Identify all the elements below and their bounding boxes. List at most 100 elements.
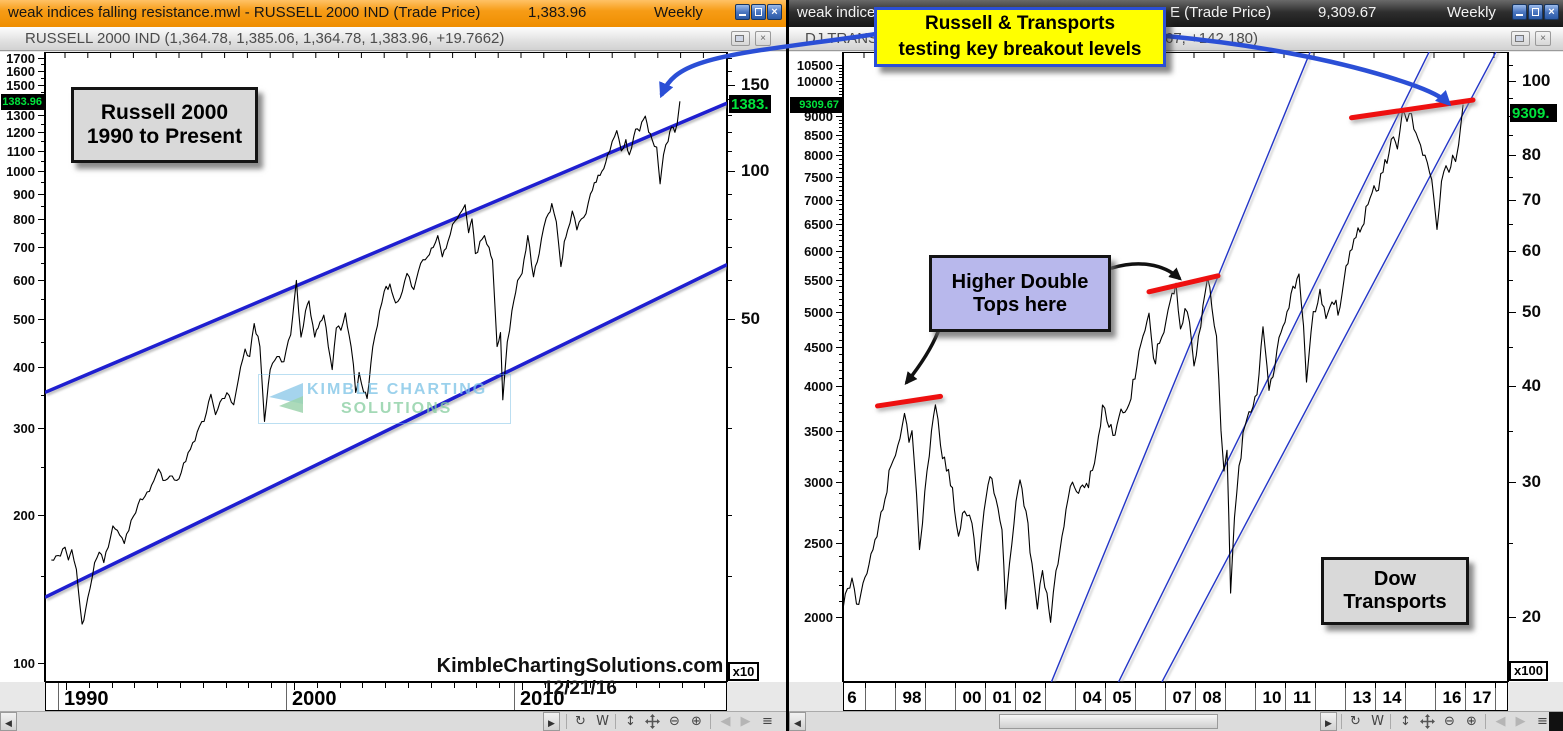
date-divider <box>1105 683 1106 710</box>
resistance-red-line[interactable] <box>875 393 943 409</box>
major-tick <box>836 543 842 544</box>
date-divider <box>865 683 866 710</box>
left-date-axis[interactable]: 1990 2000 2010 <box>45 682 727 711</box>
close-chart-button[interactable]: × <box>1535 31 1551 46</box>
maximize-icon <box>1532 8 1539 16</box>
date-divider <box>1495 683 1496 710</box>
major-tick <box>38 132 44 133</box>
scrollbar-thumb[interactable] <box>999 714 1218 729</box>
next-button[interactable]: ▶ <box>1515 714 1526 729</box>
date-tick <box>431 683 432 688</box>
y-axis-label: 300 <box>13 421 35 436</box>
periodicity-weekly-button[interactable]: W <box>1371 714 1384 729</box>
scroll-left-button[interactable]: ◀ <box>789 712 806 731</box>
minimize-button[interactable] <box>1512 4 1527 20</box>
minor-tick <box>839 530 842 531</box>
minor-tick <box>839 181 842 182</box>
date-tick <box>545 683 546 688</box>
trend-channel-line[interactable] <box>45 101 727 395</box>
right-scrollbar[interactable]: ◀ ▶ ↻ W ↕ ⊖ ⊕ ◀ ▶ ≡ <box>789 711 1563 731</box>
close-button[interactable]: × <box>1544 4 1559 20</box>
refresh-button[interactable]: ↻ <box>575 714 586 729</box>
right-date-axis[interactable]: 6 98 00 01 02 04 05 07 08 10 11 13 14 16 17 <box>843 682 1508 711</box>
zoom-in-button[interactable]: ⊕ <box>691 714 702 729</box>
date-label: 01 <box>992 688 1012 707</box>
date-divider <box>1225 683 1226 710</box>
date-divider <box>1375 683 1376 710</box>
right-price-axis-right[interactable]: 1009080706050403020 <box>1508 52 1563 682</box>
pan-chart-button[interactable] <box>1417 712 1438 731</box>
minimize-button[interactable] <box>735 4 750 20</box>
zoom-out-button[interactable]: ⊖ <box>1444 714 1455 729</box>
maximize-button[interactable] <box>751 4 766 20</box>
chart-list-button[interactable]: ≡ <box>762 714 773 729</box>
scroll-right-button[interactable]: ▶ <box>1320 712 1337 731</box>
resistance-red-line[interactable] <box>1349 97 1476 121</box>
next-button[interactable]: ▶ <box>740 714 751 729</box>
vertical-scale-button[interactable]: ↕ <box>1400 714 1411 729</box>
minor-tick <box>839 556 842 557</box>
scroll-right-button[interactable]: ▶ <box>543 712 560 731</box>
date-divider <box>1015 683 1016 710</box>
minor-tick <box>839 421 842 422</box>
maximize-button[interactable] <box>1528 4 1543 20</box>
minor-tick <box>41 467 44 468</box>
resistance-red-line[interactable] <box>1146 273 1221 295</box>
dow-transports-annotation-box[interactable]: Dow Transports <box>1321 557 1469 625</box>
previous-button[interactable]: ◀ <box>1495 714 1506 729</box>
date-tick <box>294 683 295 690</box>
left-scrollbar[interactable]: ◀ ▶ ↻ W ↕ ⊖ ⊕ ◀ ▶ ≡ <box>0 711 786 731</box>
major-tick <box>38 171 44 172</box>
left-scale-multiplier: x10 <box>728 662 759 681</box>
zoom-in-button[interactable]: ⊕ <box>1466 714 1477 729</box>
major-tick <box>836 224 842 225</box>
right-price-axis-left[interactable]: 10500 10000 9000 8500 8000 7500 7000 6500 6000 55… <box>789 52 843 682</box>
major-tick <box>1509 312 1516 313</box>
major-tick <box>836 280 842 281</box>
trend-channel-line[interactable] <box>1160 52 1497 682</box>
restore-chart-icon <box>735 35 744 42</box>
chart-list-button[interactable]: ≡ <box>1537 714 1548 729</box>
minor-tick <box>839 84 842 85</box>
left-right-axis[interactable]: 150 100 50 <box>727 52 786 682</box>
previous-button[interactable]: ◀ <box>720 714 731 729</box>
major-tick <box>1509 386 1516 387</box>
date-divider <box>1165 683 1166 710</box>
refresh-button[interactable]: ↻ <box>1350 714 1361 729</box>
minor-tick <box>839 505 842 506</box>
vertical-scale-button[interactable]: ↕ <box>625 714 636 729</box>
date-tick <box>134 683 135 688</box>
minor-tick <box>839 601 842 602</box>
left-titlebar[interactable]: weak indices falling resistance.mwl - RU… <box>0 0 786 27</box>
minor-tick <box>41 395 44 396</box>
date-tick <box>636 683 637 688</box>
restore-chart-button[interactable] <box>1511 31 1530 46</box>
minor-tick <box>839 571 842 572</box>
trend-channel-line[interactable] <box>1050 52 1311 682</box>
scroll-left-button[interactable]: ◀ <box>0 712 17 731</box>
trend-channel-line[interactable] <box>45 263 727 599</box>
date-label: 1990 <box>64 688 109 710</box>
toolbar-separator <box>1341 714 1342 729</box>
breakout-callout-box[interactable]: Russell & Transports testing key breakou… <box>874 7 1166 67</box>
y-axis-label: 10500 <box>796 58 833 73</box>
left-price-axis[interactable]: 1700 1600 1500 1300 1200 1100 1000 900 800 700 600… <box>0 51 45 682</box>
date-label: 2000 <box>292 688 337 710</box>
russell-annotation-box[interactable]: Russell 2000 1990 to Present <box>71 87 258 163</box>
trend-channel-line[interactable] <box>1117 52 1430 682</box>
close-button[interactable]: × <box>767 4 782 20</box>
periodicity-weekly-button[interactable]: W <box>596 714 609 729</box>
double-tops-annotation-box[interactable]: Higher Double Tops here <box>929 255 1111 332</box>
zoom-out-button[interactable]: ⊖ <box>669 714 680 729</box>
minor-tick <box>839 585 842 586</box>
minor-tick <box>839 214 842 215</box>
major-tick <box>836 65 842 66</box>
date-tick <box>590 683 591 688</box>
date-tick <box>659 683 660 688</box>
pan-chart-button[interactable] <box>642 712 663 731</box>
restore-chart-button[interactable] <box>731 31 750 46</box>
close-chart-button[interactable]: × <box>755 31 771 46</box>
date-divider <box>895 683 896 710</box>
right-window-title-left: weak indice <box>797 4 876 21</box>
